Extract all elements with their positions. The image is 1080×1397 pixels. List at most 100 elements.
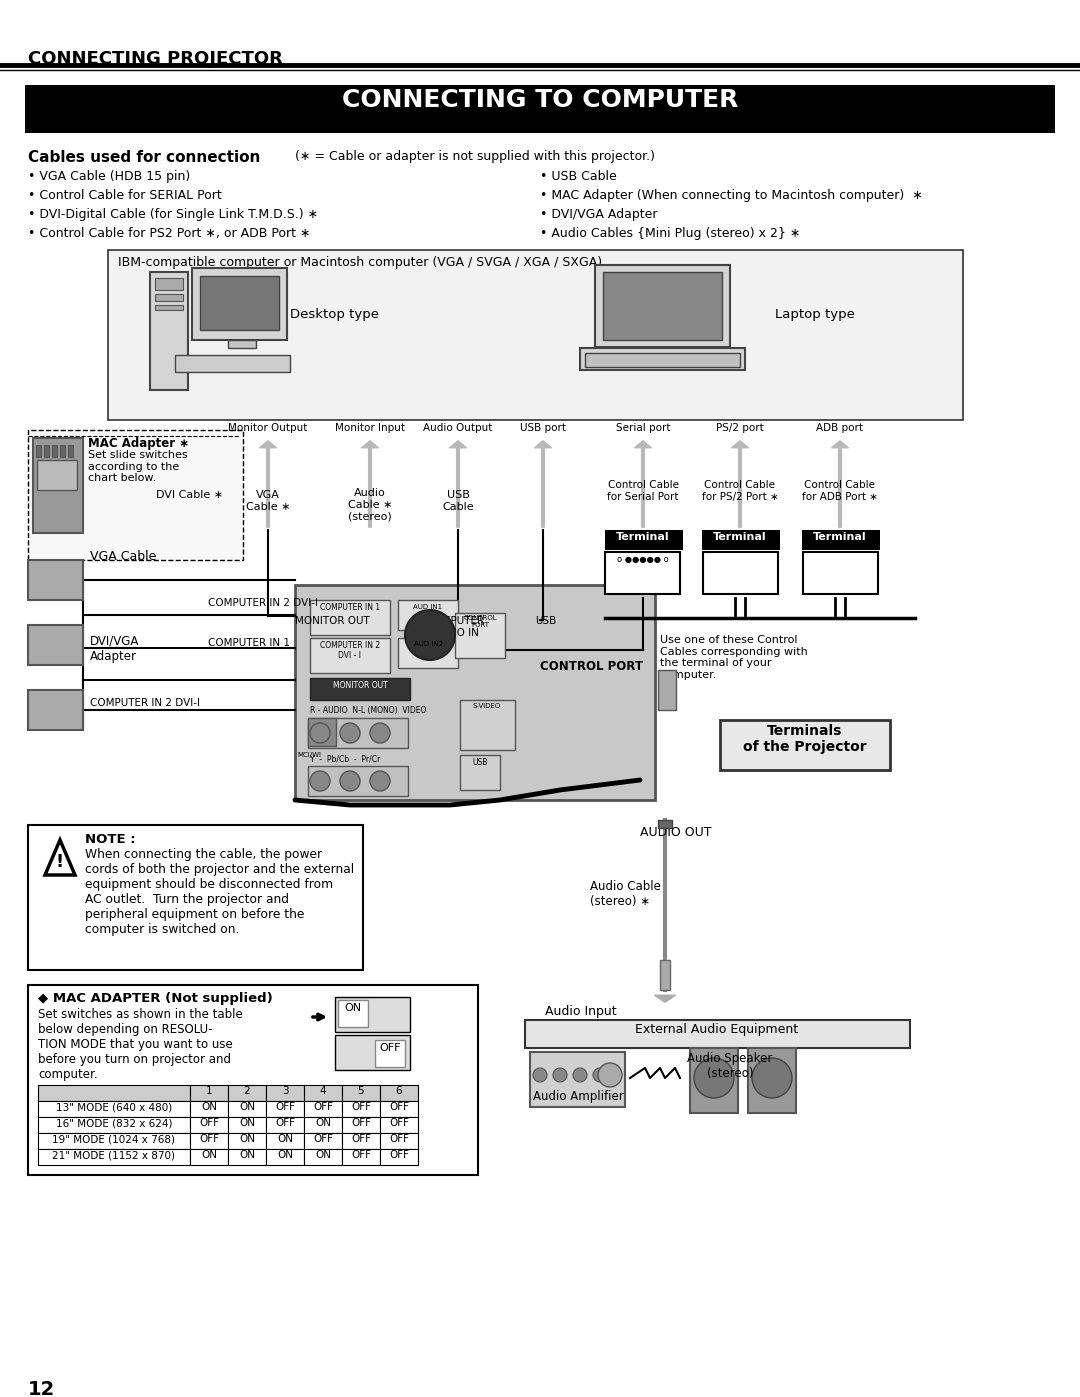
Bar: [28, 430, 243, 560]
Text: Monitor Input: Monitor Input: [335, 423, 405, 433]
Bar: [38, 1148, 190, 1165]
Text: VGA Cable: VGA Cable: [90, 550, 157, 563]
Text: ON: ON: [345, 1003, 362, 1013]
Bar: [342, 1118, 380, 1133]
Text: S-VIDEO: S-VIDEO: [473, 703, 501, 710]
Bar: [156, 293, 183, 300]
Text: Serial port: Serial port: [616, 423, 671, 433]
Text: Laptop type: Laptop type: [775, 307, 855, 321]
Bar: [342, 1133, 380, 1148]
Text: • MAC Adapter (When connecting to Macintosh computer)  ∗: • MAC Adapter (When connecting to Macint…: [540, 189, 922, 203]
Text: USB: USB: [535, 616, 556, 626]
Bar: [530, 1052, 625, 1106]
Bar: [36, 446, 41, 457]
Text: ON: ON: [239, 1118, 255, 1127]
Text: ON: ON: [315, 1118, 330, 1127]
Text: Cables used for connection: Cables used for connection: [28, 149, 260, 165]
Text: OFF: OFF: [389, 1118, 409, 1127]
Bar: [44, 446, 49, 457]
Bar: [380, 1118, 418, 1133]
Text: ◆ MAC ADAPTER (Not supplied): ◆ MAC ADAPTER (Not supplied): [38, 992, 273, 1004]
Bar: [335, 1035, 410, 1070]
Text: 6: 6: [395, 1085, 403, 1097]
Text: ON: ON: [201, 1150, 217, 1160]
Text: USB: USB: [472, 759, 488, 767]
Bar: [658, 820, 672, 828]
Text: USB port: USB port: [519, 423, 566, 433]
Text: USB
Cable: USB Cable: [442, 490, 474, 511]
Text: OFF: OFF: [351, 1118, 372, 1127]
Bar: [380, 1085, 418, 1101]
Bar: [399, 638, 458, 668]
Text: ON: ON: [315, 1150, 330, 1160]
Bar: [338, 1000, 368, 1027]
Text: OFF: OFF: [389, 1150, 409, 1160]
Bar: [52, 446, 57, 457]
Bar: [342, 1148, 380, 1165]
Text: COMPUTER IN 1: COMPUTER IN 1: [208, 638, 291, 648]
Bar: [266, 1085, 303, 1101]
Circle shape: [310, 724, 330, 743]
Text: AUD IN1: AUD IN1: [414, 604, 443, 610]
Bar: [310, 678, 410, 700]
Bar: [748, 1048, 796, 1113]
Text: 2: 2: [244, 1085, 251, 1097]
Text: CONNECTING TO COMPUTER: CONNECTING TO COMPUTER: [341, 88, 739, 112]
Text: OFF: OFF: [389, 1134, 409, 1144]
Text: OFF: OFF: [351, 1134, 372, 1144]
Bar: [308, 718, 408, 747]
Bar: [266, 1101, 303, 1118]
Text: 1: 1: [205, 1085, 213, 1097]
Text: VGA
Cable ∗: VGA Cable ∗: [246, 490, 291, 511]
Circle shape: [593, 1067, 607, 1083]
Text: Terminals
of the Projector: Terminals of the Projector: [743, 724, 867, 754]
Bar: [455, 613, 505, 658]
Bar: [108, 250, 963, 420]
Text: PS/2 port: PS/2 port: [716, 423, 764, 433]
Text: MAC Adapter ∗: MAC Adapter ∗: [87, 437, 189, 450]
Bar: [228, 1101, 266, 1118]
Bar: [228, 339, 256, 348]
Bar: [310, 638, 390, 673]
Bar: [720, 719, 890, 770]
Text: 3: 3: [282, 1085, 288, 1097]
Text: ON: ON: [239, 1102, 255, 1112]
Text: Audio Amplifier: Audio Amplifier: [532, 1090, 623, 1104]
Text: OFF: OFF: [199, 1118, 219, 1127]
Text: OFF: OFF: [351, 1150, 372, 1160]
Text: DVI Cable ∗: DVI Cable ∗: [157, 490, 224, 500]
Text: • Audio Cables {Mini Plug (stereo) x 2} ∗: • Audio Cables {Mini Plug (stereo) x 2} …: [540, 226, 800, 240]
Text: ON: ON: [276, 1150, 293, 1160]
Bar: [175, 355, 291, 372]
Text: Control Cable
for Serial Port: Control Cable for Serial Port: [607, 481, 678, 502]
Text: 5: 5: [357, 1085, 364, 1097]
Text: Terminal: Terminal: [813, 532, 867, 542]
Bar: [303, 1133, 342, 1148]
Text: MONITOR OUT: MONITOR OUT: [295, 616, 369, 626]
Text: Terminal: Terminal: [617, 532, 670, 542]
Text: COMPUTER IN 2 DVI-I: COMPUTER IN 2 DVI-I: [208, 598, 318, 608]
Text: Control Cable
for ADB Port ∗: Control Cable for ADB Port ∗: [802, 481, 878, 502]
Text: 21" MODE (1152 x 870): 21" MODE (1152 x 870): [53, 1150, 175, 1160]
Bar: [228, 1133, 266, 1148]
Text: • DVI-Digital Cable (for Single Link T.M.D.S.) ∗: • DVI-Digital Cable (for Single Link T.M…: [28, 208, 319, 221]
Bar: [295, 585, 654, 800]
Circle shape: [340, 724, 360, 743]
Bar: [303, 1085, 342, 1101]
Text: COMPUTER IN 2 DVI-I: COMPUTER IN 2 DVI-I: [90, 698, 200, 708]
Bar: [190, 1101, 228, 1118]
Text: OFF: OFF: [275, 1102, 295, 1112]
Circle shape: [370, 771, 390, 791]
Circle shape: [573, 1067, 588, 1083]
Bar: [703, 552, 778, 594]
Bar: [28, 826, 363, 970]
Text: AUD IN2: AUD IN2: [414, 641, 443, 647]
Bar: [585, 353, 740, 367]
Bar: [804, 552, 878, 594]
Text: External Audio Equipment: External Audio Equipment: [635, 1023, 798, 1037]
Bar: [303, 1118, 342, 1133]
Bar: [525, 1020, 910, 1048]
Text: 13" MODE (640 x 480): 13" MODE (640 x 480): [56, 1102, 172, 1112]
Text: MCI/WI: MCI/WI: [297, 752, 321, 759]
Bar: [303, 1101, 342, 1118]
